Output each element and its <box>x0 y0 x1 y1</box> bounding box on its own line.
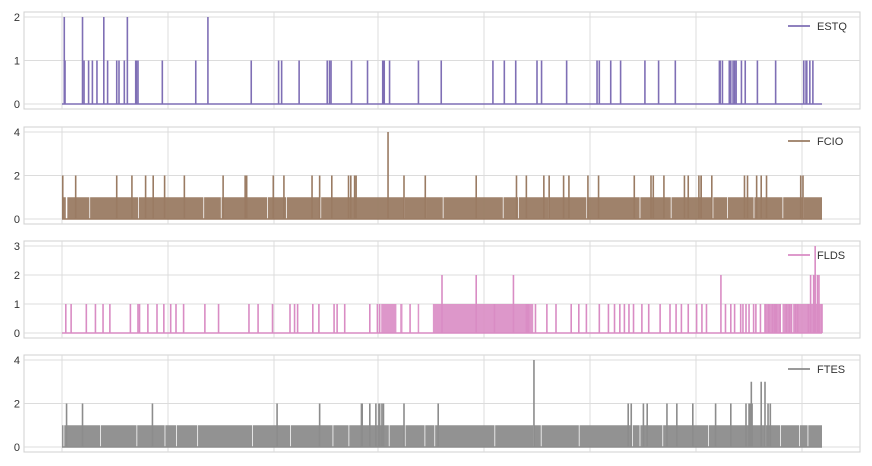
series-block <box>783 197 803 219</box>
series-block <box>808 425 822 447</box>
legend-label: FCIO <box>817 136 844 148</box>
series-block <box>198 425 252 447</box>
series-block <box>290 425 333 447</box>
series-block <box>765 425 781 447</box>
y-tick-label: 0 <box>14 99 20 111</box>
series-block <box>533 425 541 447</box>
series-dense-region <box>417 304 420 333</box>
series-block <box>579 425 632 447</box>
y-tick-label: 4 <box>14 355 20 367</box>
y-tick-label: 1 <box>14 299 20 311</box>
panel-fcio: 0 2 4 FCIO <box>14 126 861 226</box>
series-block <box>204 197 221 219</box>
y-tick-label: 0 <box>14 214 20 226</box>
series-dense-region <box>400 304 403 333</box>
series-block <box>663 425 708 447</box>
series-block <box>495 425 534 447</box>
series-block <box>252 425 290 447</box>
y-tick-label: 2 <box>14 12 20 24</box>
series-block <box>708 425 765 447</box>
y-tick-label: 2 <box>14 399 20 411</box>
series-block <box>165 425 176 447</box>
series-block <box>727 197 754 219</box>
y-tick-label: 1 <box>14 56 20 68</box>
series-block <box>587 197 640 219</box>
series-block <box>62 425 64 447</box>
series-block <box>138 197 204 219</box>
y-tick-label: 2 <box>14 270 20 282</box>
series-block <box>100 425 137 447</box>
series-block <box>426 197 443 219</box>
series-block <box>713 197 727 219</box>
series-block <box>541 425 579 447</box>
series-block <box>549 197 587 219</box>
series-block <box>67 197 90 219</box>
series-flds: FLDS <box>62 246 845 334</box>
series-block <box>137 425 165 447</box>
series-block <box>425 425 435 447</box>
series-block <box>671 197 713 219</box>
series-block <box>780 425 800 447</box>
panel-estq: 0 1 2 ESTQ <box>14 11 861 111</box>
series-block <box>286 197 321 219</box>
legend-label: FTES <box>817 364 845 376</box>
series-block <box>640 425 663 447</box>
series-block <box>640 197 671 219</box>
series-block <box>803 197 822 219</box>
series-block <box>405 425 425 447</box>
series-block <box>62 197 66 219</box>
series-ftes: FTES <box>62 360 845 448</box>
panel-ftes: 0 2 4 FTES <box>14 354 861 454</box>
series-block <box>435 425 495 447</box>
series-dense-region <box>525 304 534 333</box>
y-tick-label: 3 <box>14 241 20 253</box>
series-fcio: FCIO <box>61 132 844 220</box>
series-block <box>90 197 138 219</box>
series-block <box>389 425 405 447</box>
series-dense-region <box>432 304 530 333</box>
series-block <box>404 197 426 219</box>
y-tick-label: 4 <box>14 127 20 139</box>
series-block <box>632 425 640 447</box>
series-block <box>333 425 349 447</box>
panel-flds: 0 1 2 3 FLDS <box>14 240 861 340</box>
y-tick-label: 0 <box>14 328 20 340</box>
series-block <box>503 197 518 219</box>
series-dense-region <box>381 304 397 333</box>
y-tick-label: 2 <box>14 171 20 183</box>
series-estq: ESTQ <box>62 17 847 105</box>
legend-label: ESTQ <box>817 21 847 33</box>
y-tick-label: 0 <box>14 442 20 454</box>
legend-label: FLDS <box>817 250 845 262</box>
series-block <box>321 197 404 219</box>
series-block <box>754 197 783 219</box>
series-block <box>799 425 808 447</box>
series-block <box>443 197 503 219</box>
series-block <box>176 425 198 447</box>
